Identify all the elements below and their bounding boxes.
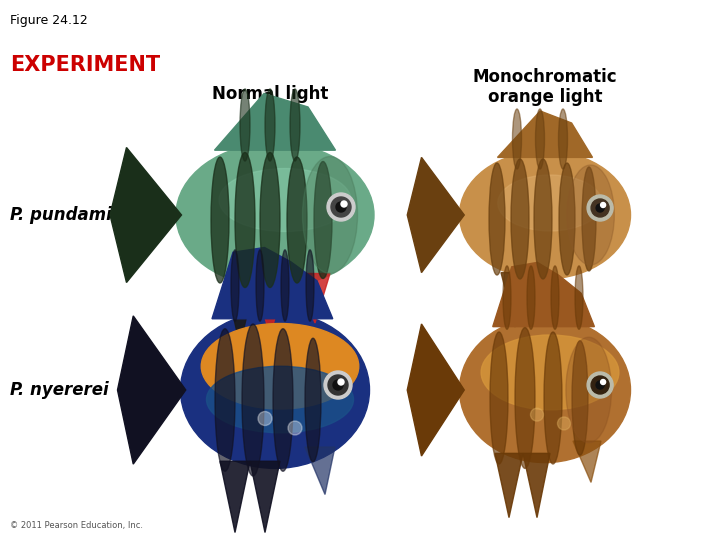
- Circle shape: [328, 375, 348, 395]
- Polygon shape: [495, 454, 523, 518]
- Ellipse shape: [215, 329, 235, 471]
- Circle shape: [288, 421, 302, 435]
- Polygon shape: [523, 454, 550, 518]
- Ellipse shape: [181, 312, 369, 468]
- Circle shape: [531, 408, 544, 421]
- Ellipse shape: [273, 329, 293, 471]
- Text: Figure 24.12: Figure 24.12: [10, 14, 88, 27]
- Ellipse shape: [572, 341, 588, 455]
- Circle shape: [336, 202, 346, 212]
- Circle shape: [557, 417, 570, 430]
- Circle shape: [333, 380, 343, 390]
- Polygon shape: [492, 262, 595, 327]
- Ellipse shape: [256, 250, 264, 321]
- Ellipse shape: [306, 250, 314, 321]
- Circle shape: [600, 202, 606, 207]
- Ellipse shape: [459, 151, 631, 279]
- Text: EXPERIMENT: EXPERIMENT: [10, 55, 160, 75]
- Polygon shape: [220, 461, 250, 532]
- Ellipse shape: [575, 266, 583, 329]
- Ellipse shape: [567, 165, 614, 265]
- Text: Normal light: Normal light: [212, 85, 328, 103]
- Ellipse shape: [302, 157, 358, 273]
- Text: Monochromatic: Monochromatic: [473, 68, 617, 86]
- Polygon shape: [215, 93, 336, 150]
- Ellipse shape: [527, 266, 535, 329]
- Ellipse shape: [219, 168, 351, 232]
- Ellipse shape: [503, 266, 511, 329]
- Ellipse shape: [176, 143, 374, 287]
- Circle shape: [331, 197, 351, 217]
- Ellipse shape: [511, 159, 529, 279]
- Circle shape: [600, 380, 606, 384]
- Polygon shape: [117, 316, 186, 464]
- Ellipse shape: [559, 109, 567, 169]
- Circle shape: [596, 204, 604, 212]
- Text: orange light: orange light: [487, 88, 602, 106]
- Circle shape: [591, 376, 609, 394]
- Text: © 2011 Pearson Education, Inc.: © 2011 Pearson Education, Inc.: [10, 521, 143, 530]
- Ellipse shape: [260, 152, 280, 287]
- Ellipse shape: [305, 338, 321, 462]
- Ellipse shape: [281, 250, 289, 321]
- Ellipse shape: [536, 109, 544, 169]
- Ellipse shape: [551, 266, 559, 329]
- Circle shape: [587, 372, 613, 398]
- Ellipse shape: [290, 89, 300, 161]
- Circle shape: [587, 195, 613, 221]
- Ellipse shape: [287, 157, 307, 283]
- Circle shape: [596, 381, 604, 389]
- Ellipse shape: [207, 366, 354, 433]
- Circle shape: [324, 371, 352, 399]
- Ellipse shape: [559, 163, 575, 275]
- Ellipse shape: [481, 335, 619, 410]
- Ellipse shape: [265, 89, 275, 161]
- Ellipse shape: [242, 324, 264, 476]
- Polygon shape: [527, 273, 553, 319]
- Polygon shape: [573, 441, 601, 482]
- Ellipse shape: [489, 163, 505, 275]
- Polygon shape: [295, 273, 330, 323]
- Ellipse shape: [566, 337, 611, 443]
- Ellipse shape: [231, 250, 239, 321]
- Ellipse shape: [513, 109, 521, 169]
- Ellipse shape: [490, 332, 508, 464]
- Circle shape: [258, 411, 272, 426]
- Polygon shape: [110, 147, 181, 282]
- Text: P. pundamilia: P. pundamilia: [10, 206, 135, 224]
- Circle shape: [338, 379, 344, 385]
- Polygon shape: [212, 247, 333, 319]
- Polygon shape: [225, 280, 255, 346]
- Polygon shape: [498, 111, 593, 157]
- Ellipse shape: [235, 152, 255, 287]
- Ellipse shape: [498, 175, 602, 231]
- Polygon shape: [408, 157, 464, 273]
- Circle shape: [341, 201, 347, 207]
- Ellipse shape: [515, 328, 535, 468]
- Ellipse shape: [459, 318, 631, 463]
- Polygon shape: [501, 273, 527, 327]
- Polygon shape: [305, 447, 335, 495]
- Ellipse shape: [582, 167, 596, 271]
- Text: P. nyererei: P. nyererei: [10, 381, 109, 399]
- Ellipse shape: [202, 323, 359, 409]
- Ellipse shape: [314, 161, 332, 279]
- Polygon shape: [255, 280, 285, 336]
- Circle shape: [591, 199, 609, 217]
- Ellipse shape: [544, 332, 562, 464]
- Polygon shape: [250, 461, 280, 532]
- Ellipse shape: [211, 157, 229, 283]
- Ellipse shape: [240, 89, 250, 161]
- Polygon shape: [408, 324, 464, 456]
- Ellipse shape: [534, 159, 552, 279]
- Circle shape: [327, 193, 355, 221]
